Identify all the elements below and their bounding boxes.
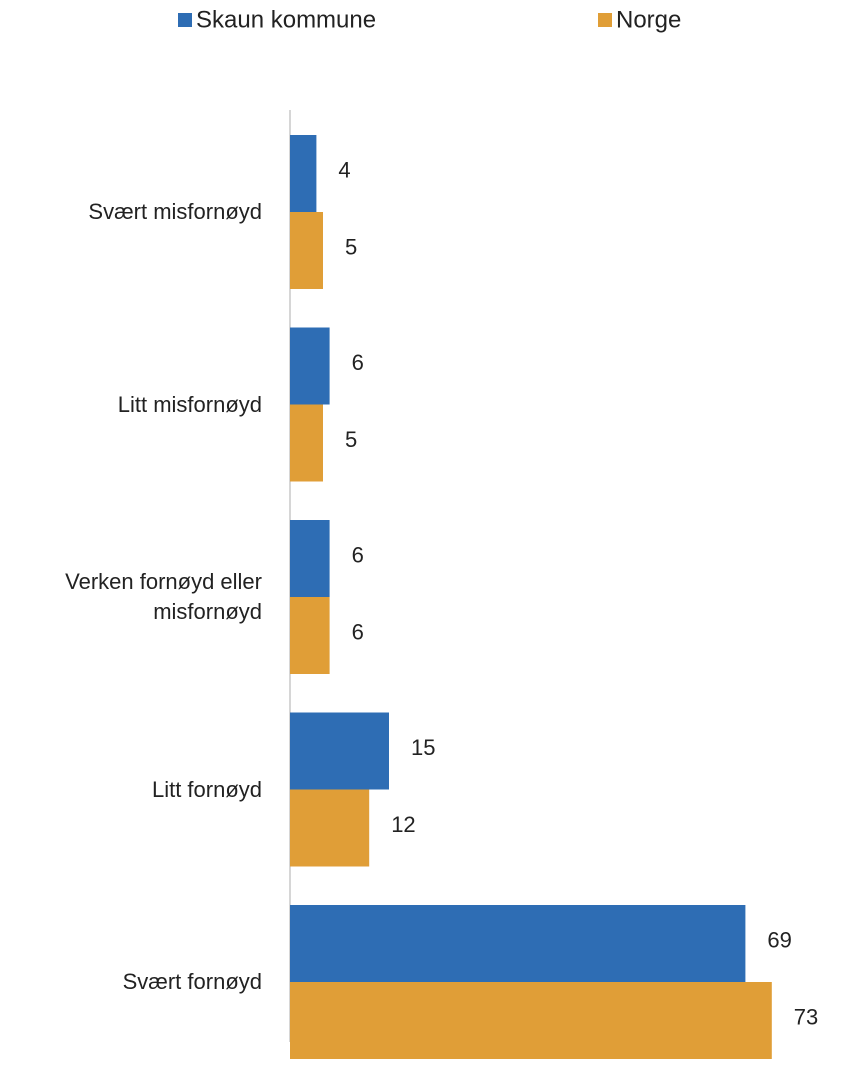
bar bbox=[290, 712, 389, 790]
category-label: Svært fornøyd bbox=[122, 969, 262, 994]
bar bbox=[290, 327, 330, 405]
bar bbox=[290, 789, 370, 867]
bar bbox=[290, 597, 330, 674]
legend-swatch bbox=[598, 13, 612, 27]
legend-label: Skaun kommune bbox=[196, 6, 376, 33]
legend-swatch bbox=[178, 13, 192, 27]
value-label: 5 bbox=[345, 427, 357, 452]
bar bbox=[290, 404, 323, 482]
value-label: 15 bbox=[411, 735, 435, 760]
bar bbox=[290, 135, 317, 212]
value-label: 12 bbox=[391, 812, 415, 837]
value-label: 6 bbox=[352, 350, 364, 375]
value-label: 73 bbox=[794, 1004, 818, 1029]
bar bbox=[290, 905, 746, 982]
value-label: 69 bbox=[767, 927, 791, 952]
bar bbox=[290, 982, 772, 1059]
bar bbox=[290, 520, 330, 597]
value-label: 4 bbox=[338, 157, 350, 182]
value-label: 6 bbox=[352, 619, 364, 644]
bar bbox=[290, 212, 323, 289]
category-label: Litt misfornøyd bbox=[117, 391, 262, 417]
category-label: Svært misfornøyd bbox=[88, 199, 262, 224]
value-label: 5 bbox=[345, 234, 357, 259]
category-label: Litt fornøyd bbox=[151, 776, 262, 802]
category-label: Verken fornøyd eller misfornøyd bbox=[65, 569, 262, 624]
legend-label: Norge bbox=[616, 6, 681, 33]
value-label: 6 bbox=[352, 542, 364, 567]
